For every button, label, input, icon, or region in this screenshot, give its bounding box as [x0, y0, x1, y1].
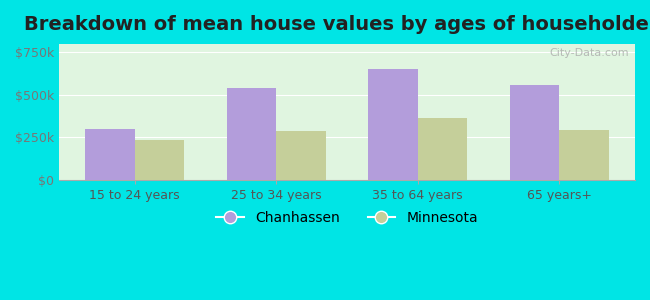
Bar [85, 129, 135, 180]
Text: City-Data.com: City-Data.com [550, 48, 629, 58]
Bar [227, 88, 276, 180]
Bar [276, 131, 326, 180]
Bar [510, 85, 559, 180]
Bar [369, 69, 418, 180]
Title: Breakdown of mean house values by ages of householders: Breakdown of mean house values by ages o… [24, 15, 650, 34]
Bar [135, 140, 185, 180]
Bar [559, 130, 609, 180]
Legend: Chanhassen, Minnesota: Chanhassen, Minnesota [211, 205, 484, 230]
Bar [418, 118, 467, 180]
